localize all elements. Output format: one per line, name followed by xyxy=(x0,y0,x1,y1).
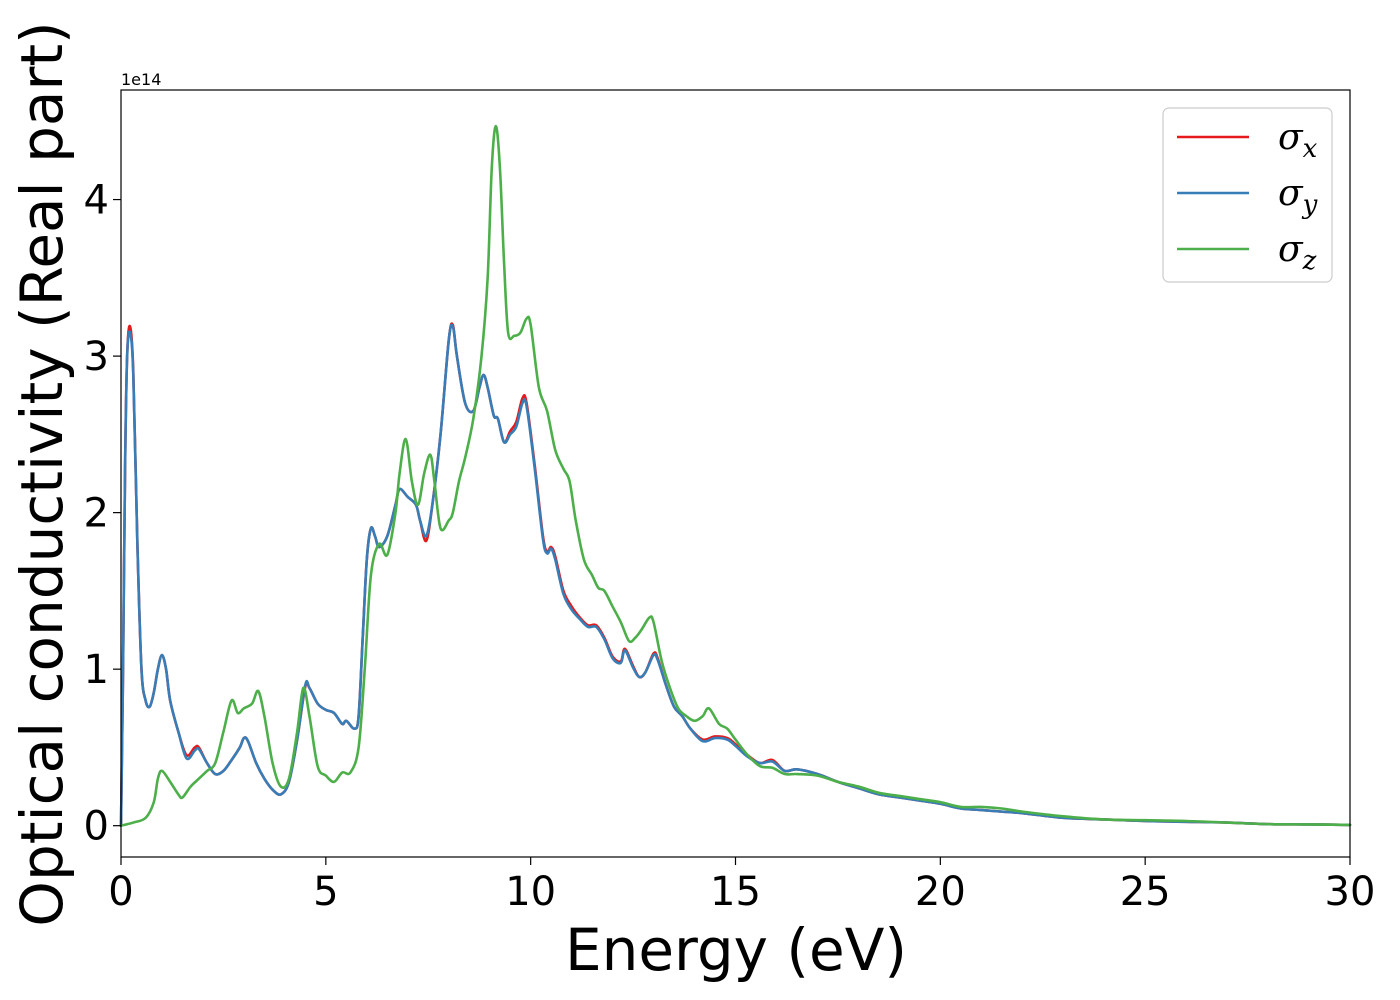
series-line-x xyxy=(119,322,1352,827)
legend-box xyxy=(1162,107,1333,283)
legend-label-x: σx xyxy=(1278,117,1318,164)
x-tick-label: 30 xyxy=(1325,869,1376,915)
y-tick-label: 0 xyxy=(84,804,109,850)
series-line-z xyxy=(119,124,1352,827)
y-tick-label: 1 xyxy=(84,647,109,693)
legend-label-y: σy xyxy=(1278,173,1318,220)
y-axis-label: Optical conductivity (Real part) xyxy=(8,21,76,926)
y-tick-label: 4 xyxy=(84,178,109,224)
x-axis-label: Energy (eV) xyxy=(565,916,907,984)
y-axis-ticks: 0 1 2 3 4 xyxy=(84,178,121,850)
y-offset-label: 1e14 xyxy=(121,70,161,89)
x-tick-label: 20 xyxy=(915,869,966,915)
series-line-y xyxy=(119,323,1352,827)
x-tick-label: 0 xyxy=(108,869,133,915)
y-tick-label: 3 xyxy=(84,334,109,380)
x-axis-ticks: 0 5 10 15 20 25 30 xyxy=(108,857,1375,915)
x-tick-label: 5 xyxy=(313,869,338,915)
x-tick-label: 15 xyxy=(710,869,761,915)
plot-lines xyxy=(119,124,1352,827)
x-tick-label: 10 xyxy=(505,869,556,915)
x-tick-label: 25 xyxy=(1120,869,1171,915)
y-tick-label: 2 xyxy=(84,491,109,537)
